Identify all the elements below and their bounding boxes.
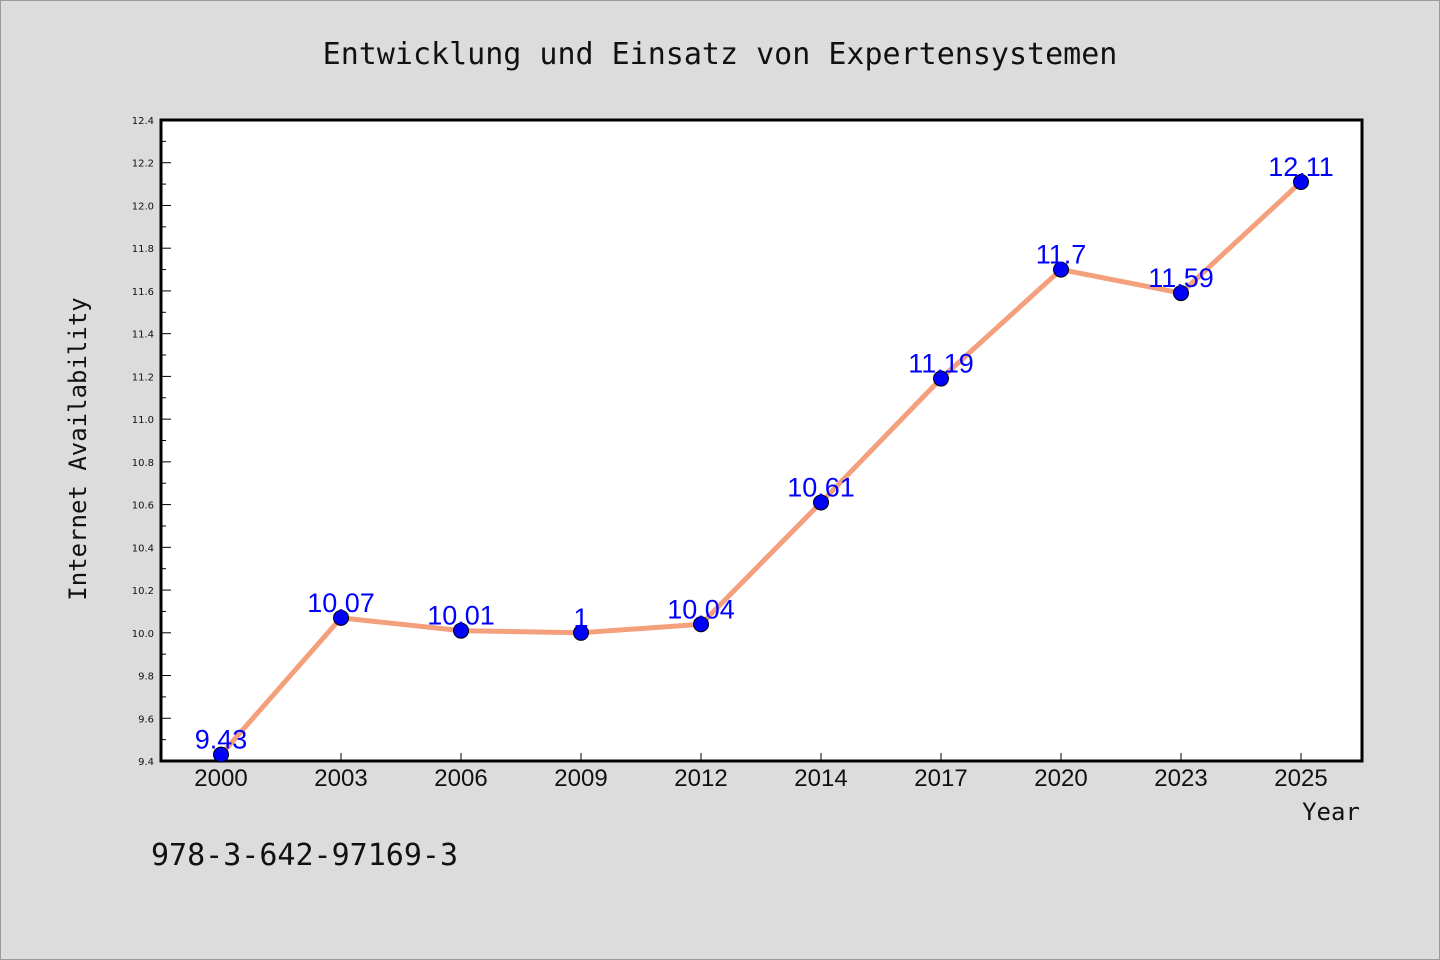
data-label: 9.43 bbox=[195, 725, 248, 755]
data-label: 10.01 bbox=[427, 601, 495, 631]
y-tick-label: 10.0 bbox=[132, 629, 154, 640]
y-tick-label: 9.8 bbox=[138, 672, 154, 683]
y-tick-label: 11.0 bbox=[132, 415, 154, 426]
data-label: 11.19 bbox=[908, 349, 974, 379]
x-tick-label: 2020 bbox=[1034, 765, 1087, 792]
data-point bbox=[933, 370, 949, 387]
series-layer bbox=[213, 173, 1309, 763]
y-tick-label: 10.4 bbox=[132, 543, 154, 554]
x-tick-label: 2009 bbox=[554, 765, 607, 792]
footnote-isbn: 978-3-642-97169-3 bbox=[151, 838, 458, 873]
x-tick-label: 2006 bbox=[434, 765, 487, 792]
data-label: 12.11 bbox=[1268, 152, 1334, 182]
y-tick-label: 11.2 bbox=[132, 372, 154, 383]
x-axis: 2000 2003 2006 2009 2012 2014 2017 2020 2023 2025 bbox=[194, 753, 1328, 792]
data-label: 10.07 bbox=[307, 588, 375, 618]
x-tick-label: 2025 bbox=[1274, 765, 1327, 792]
x-tick-label: 2023 bbox=[1154, 765, 1207, 792]
chart-title: Entwicklung und Einsatz von Expertensyst… bbox=[323, 37, 1118, 72]
y-tick-label: 10.6 bbox=[132, 501, 154, 512]
data-label: 10.61 bbox=[787, 472, 855, 502]
y-tick-label: 10.8 bbox=[132, 458, 154, 469]
y-tick-label: 9.6 bbox=[138, 714, 154, 725]
data-label: 11.7 bbox=[1036, 240, 1087, 270]
data-point bbox=[213, 746, 229, 763]
series-line bbox=[218, 179, 1304, 758]
y-tick-label: 9.4 bbox=[138, 757, 154, 768]
y-tick-label: 10.2 bbox=[132, 586, 154, 597]
x-tick-label: 2017 bbox=[914, 765, 967, 792]
x-tick-label: 2014 bbox=[794, 765, 847, 792]
data-point bbox=[693, 616, 709, 633]
data-point bbox=[333, 609, 349, 626]
x-tick-label: 2000 bbox=[194, 765, 247, 792]
data-point bbox=[1173, 285, 1189, 302]
y-tick-label: 12.4 bbox=[132, 116, 154, 127]
x-axis-label: Year bbox=[1302, 798, 1360, 826]
plot-area bbox=[159, 118, 1364, 763]
data-point bbox=[813, 494, 829, 511]
y-tick-label: 12.2 bbox=[132, 159, 154, 170]
data-point bbox=[573, 624, 589, 641]
data-label: 1 bbox=[573, 603, 588, 633]
data-label: 11.59 bbox=[1148, 263, 1214, 293]
y-tick-label: 11.4 bbox=[132, 330, 154, 341]
x-tick-label: 2003 bbox=[314, 765, 367, 792]
y-tick-label: 12.0 bbox=[132, 201, 154, 212]
x-tick-label: 2012 bbox=[674, 765, 727, 792]
y-axis-label: Internet Availability bbox=[64, 297, 92, 600]
data-point bbox=[453, 622, 469, 639]
y-axis: 9.4 9.6 9.8 10.0 10.2 10.4 10.6 10.8 11.0 11.2 11.… bbox=[132, 116, 171, 768]
data-point bbox=[1293, 173, 1309, 190]
data-point bbox=[1053, 261, 1069, 278]
data-label: 10.04 bbox=[667, 594, 735, 624]
data-label-layer: 9.43 10.07 10.01 1 10.04 10.61 11.19 11.7 11.59 1… bbox=[195, 152, 1334, 755]
y-tick-label: 11.8 bbox=[132, 244, 154, 255]
y-tick-label: 11.6 bbox=[132, 287, 154, 298]
